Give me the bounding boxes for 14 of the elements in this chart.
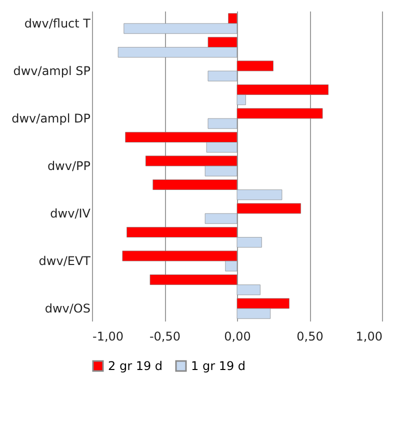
legend-label: 2 gr 19 d xyxy=(108,359,163,373)
y-tick-label: dwv/ampl SP xyxy=(13,64,90,78)
y-tick-label: dwv/IV xyxy=(50,206,92,221)
y-tick-label: dwv/EVT xyxy=(38,254,92,268)
x-tick-label: 1,00 xyxy=(356,330,382,344)
y-tick-label: dwv/fluct T xyxy=(24,16,92,30)
x-tick-label: -0,50 xyxy=(149,330,181,344)
legend-label: 1 gr 19 d xyxy=(191,359,246,373)
y-tick-label: dwv/PP xyxy=(47,159,90,173)
y-tick-label: dwv/ampl DP xyxy=(12,111,90,126)
x-tick-label: -1,00 xyxy=(92,330,124,344)
x-tick-label: 0,00 xyxy=(224,330,251,344)
y-tick-label: dwv/OS xyxy=(44,302,90,316)
x-tick-label: 0,50 xyxy=(296,330,324,344)
